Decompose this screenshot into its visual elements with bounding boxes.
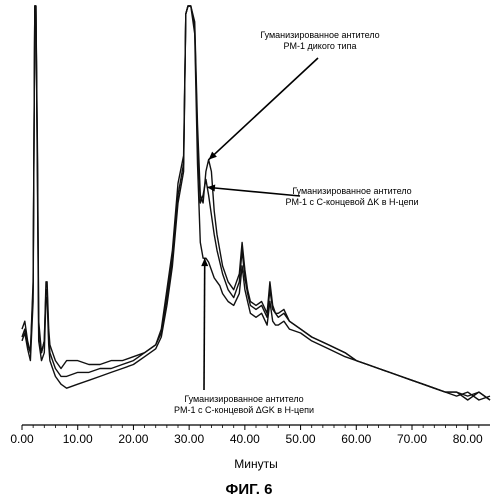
annotation-3-line2: PM-1 с C-концевой ΔGK в H-цепи — [174, 405, 314, 415]
annotation-1-line1: Гуманизированное антитело — [260, 30, 379, 40]
x-tick-label: 30.00 — [174, 432, 204, 446]
x-tick-label: 70.00 — [397, 432, 427, 446]
figure-label: ФИГ. 6 — [226, 481, 273, 498]
annotation-3-arrow — [204, 258, 205, 390]
annotation-1-line2: PM-1 дикого типа — [284, 41, 357, 51]
x-tick-label: 50.00 — [286, 432, 316, 446]
x-tick-label: 60.00 — [341, 432, 371, 446]
x-tick-label: 10.00 — [63, 432, 93, 446]
x-tick-label: 40.00 — [230, 432, 260, 446]
x-axis-title: Минуты — [234, 457, 277, 471]
annotation-1-arrow — [209, 58, 318, 160]
x-tick-label: 0.00 — [10, 432, 34, 446]
annotation-2-arrow — [207, 187, 300, 196]
series-line-1 — [22, 6, 490, 400]
series-lines — [22, 6, 490, 400]
series-line-3 — [22, 6, 490, 400]
x-tick-label: 20.00 — [118, 432, 148, 446]
annotation-2-line2: PM-1 с C-концевой ΔK в H-цепи — [285, 197, 418, 207]
annotations: Гуманизированное антителоPM-1 дикого тип… — [174, 30, 419, 415]
x-tick-label: 80.00 — [453, 432, 483, 446]
annotation-2-line1: Гуманизированное антитело — [292, 186, 411, 196]
annotation-3-line1: Гуманизированное антитело — [184, 394, 303, 404]
x-axis-ticks: 0.00 10.00 20.00 30.00 40.00 50.00 60.00 70.00 8… — [10, 425, 483, 446]
series-line-2 — [22, 6, 490, 400]
